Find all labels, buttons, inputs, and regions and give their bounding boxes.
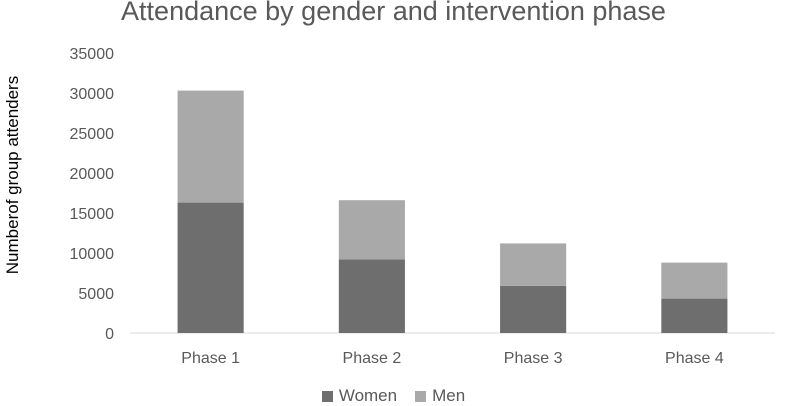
legend-label-women: Women <box>338 386 398 405</box>
x-tick-label: Phase 1 <box>181 350 240 367</box>
bar-women-1 <box>177 202 244 333</box>
bar-women-3 <box>500 285 567 333</box>
y-tick-label: 25000 <box>70 126 115 143</box>
x-tick-label: Phase 3 <box>504 350 563 367</box>
y-tick-label: 0 <box>105 326 114 343</box>
bar-women-4 <box>661 298 728 333</box>
legend: Women Men <box>0 386 787 406</box>
y-tick-label: 5000 <box>78 286 114 303</box>
legend-swatch-women <box>321 390 333 402</box>
bar-men-4 <box>661 262 728 299</box>
y-tick-label: 35000 <box>70 46 115 63</box>
bar-women-2 <box>338 259 405 333</box>
bar-men-3 <box>500 243 567 286</box>
x-tick-label: Phase 4 <box>665 350 724 367</box>
bar-men-1 <box>177 90 244 203</box>
legend-label-men: Men <box>432 386 466 405</box>
chart-title: Attendance by gender and intervention ph… <box>121 0 666 26</box>
y-tick-label: 30000 <box>70 86 115 103</box>
x-tick-label: Phase 2 <box>343 350 402 367</box>
legend-swatch-men <box>415 390 427 402</box>
legend-item-women: Women <box>321 386 398 406</box>
y-tick-label: 15000 <box>70 206 115 223</box>
bar-men-2 <box>338 200 405 260</box>
y-tick-label: 20000 <box>70 166 115 183</box>
legend-item-men: Men <box>415 386 465 406</box>
y-tick-label: 10000 <box>70 246 115 263</box>
